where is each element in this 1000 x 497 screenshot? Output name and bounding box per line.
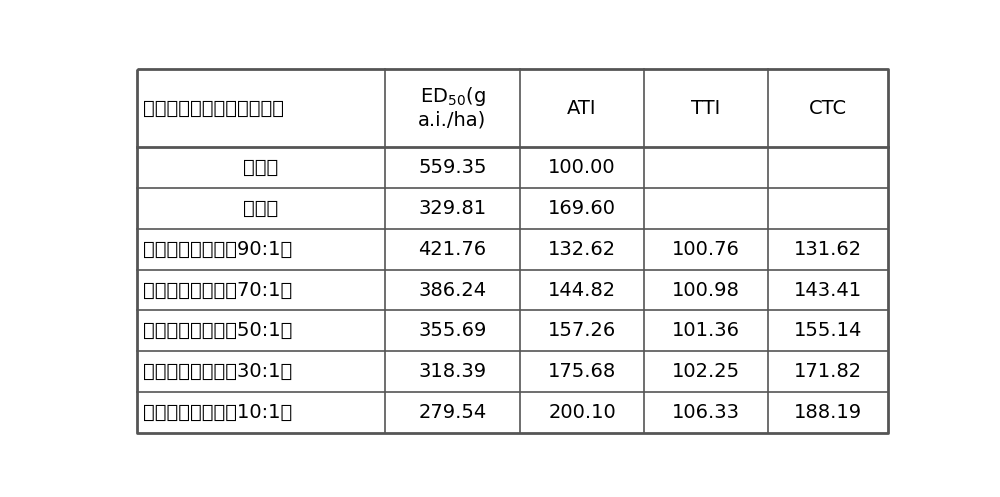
Text: a.i./ha): a.i./ha) [418, 110, 486, 129]
Text: 171.82: 171.82 [794, 362, 862, 381]
Text: CTC: CTC [809, 99, 847, 118]
Text: TTI: TTI [691, 99, 721, 118]
Text: 草铵膦: 草铵膦 [243, 158, 278, 177]
Text: 草铵膦：莠灭净（10:1）: 草铵膦：莠灭净（10:1） [143, 403, 292, 422]
Text: 144.82: 144.82 [548, 281, 616, 300]
Text: 101.36: 101.36 [672, 322, 740, 340]
Text: 169.60: 169.60 [548, 199, 616, 218]
Text: 157.26: 157.26 [548, 322, 616, 340]
Text: 188.19: 188.19 [794, 403, 862, 422]
Text: 386.24: 386.24 [418, 281, 486, 300]
Text: 100.00: 100.00 [548, 158, 616, 177]
Text: 莠灭净: 莠灭净 [243, 199, 278, 218]
Text: 草铵膦：莠灭净（70:1）: 草铵膦：莠灭净（70:1） [143, 281, 292, 300]
Text: 102.25: 102.25 [672, 362, 740, 381]
Text: 559.35: 559.35 [418, 158, 487, 177]
Text: 421.76: 421.76 [418, 240, 486, 259]
Text: 100.76: 100.76 [672, 240, 740, 259]
Text: ATI: ATI [567, 99, 597, 118]
Text: ED$_{50}$(g: ED$_{50}$(g [420, 85, 485, 108]
Text: 175.68: 175.68 [548, 362, 616, 381]
Text: 143.41: 143.41 [794, 281, 862, 300]
Text: 132.62: 132.62 [548, 240, 616, 259]
Text: 355.69: 355.69 [418, 322, 487, 340]
Text: 106.33: 106.33 [672, 403, 740, 422]
Text: 279.54: 279.54 [418, 403, 486, 422]
Text: 318.39: 318.39 [418, 362, 486, 381]
Text: 草铵膦：莠灭净（30:1）: 草铵膦：莠灭净（30:1） [143, 362, 292, 381]
Text: 200.10: 200.10 [548, 403, 616, 422]
Text: 药剂名称及配比（重量比）: 药剂名称及配比（重量比） [143, 99, 284, 118]
Text: 155.14: 155.14 [794, 322, 862, 340]
Text: 329.81: 329.81 [418, 199, 486, 218]
Text: 131.62: 131.62 [794, 240, 862, 259]
Text: 100.98: 100.98 [672, 281, 740, 300]
Text: 草铵膦：莠灭净（90:1）: 草铵膦：莠灭净（90:1） [143, 240, 292, 259]
Text: 草铵膦：莠灭净（50:1）: 草铵膦：莠灭净（50:1） [143, 322, 292, 340]
